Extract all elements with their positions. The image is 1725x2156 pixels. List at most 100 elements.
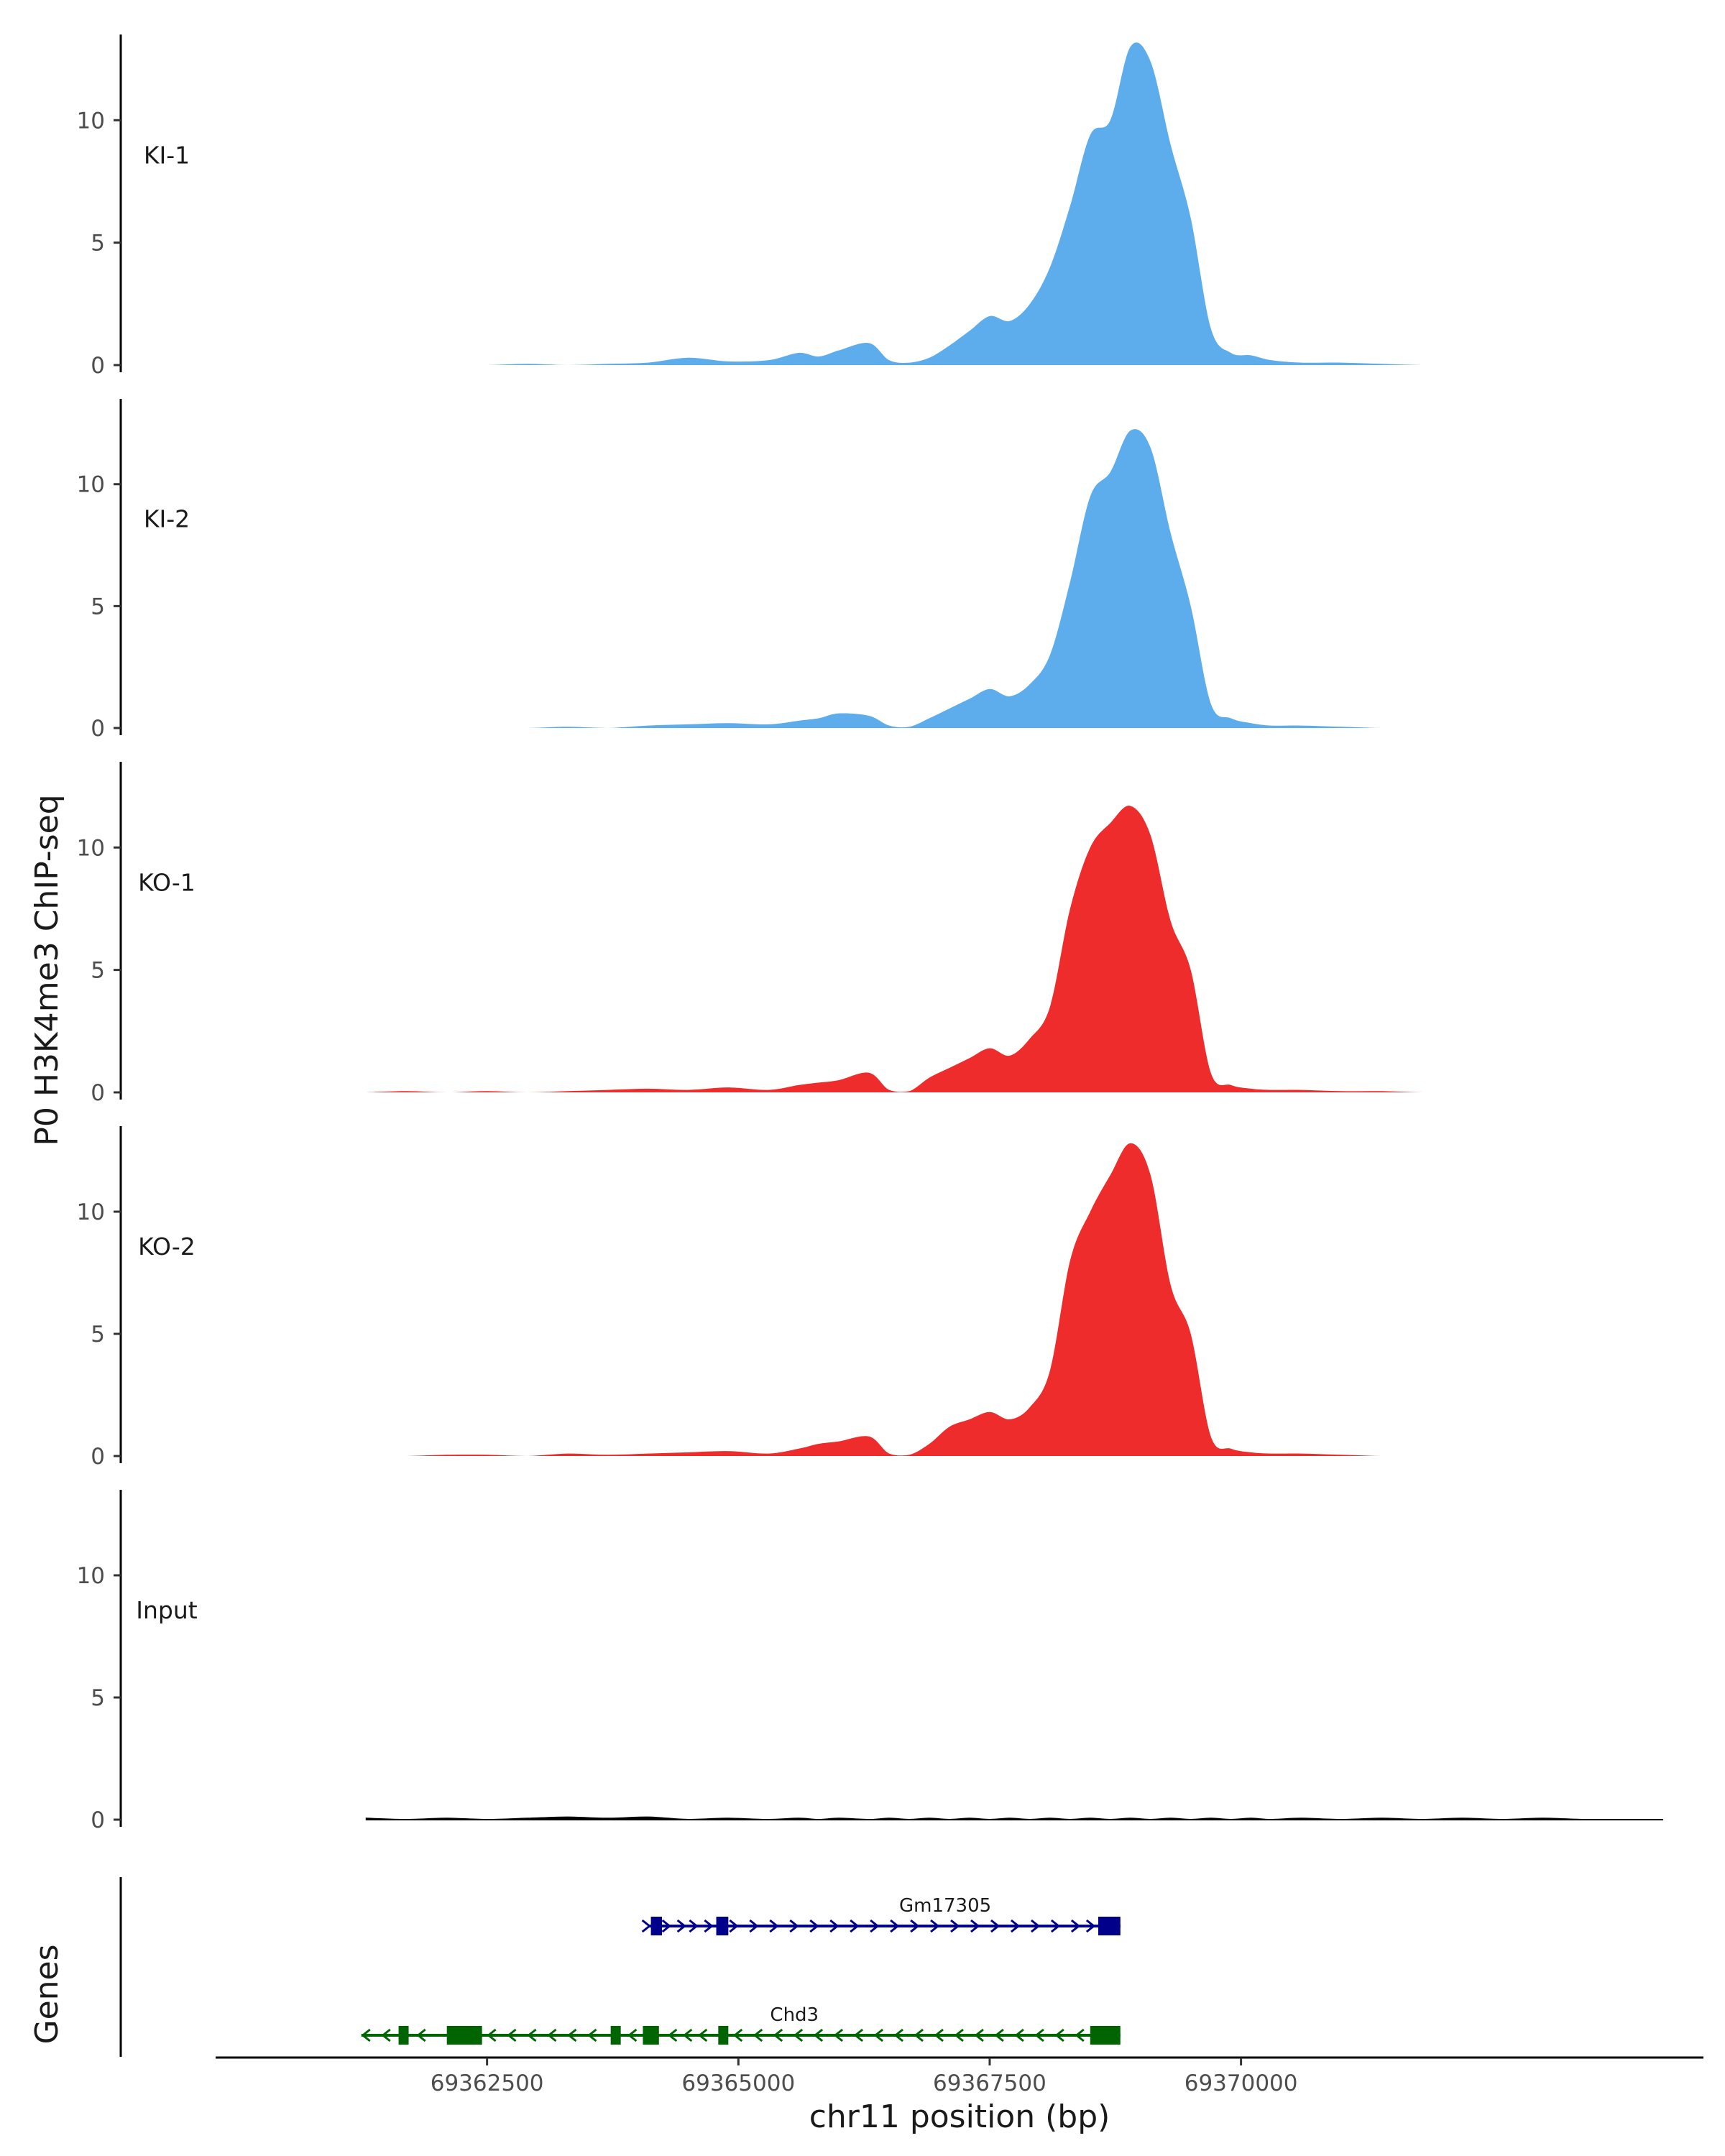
exon — [446, 2026, 482, 2045]
x-tick-label: 69370000 — [1184, 2070, 1298, 2096]
track-label: KO-1 — [138, 868, 196, 896]
y-tick-label: 10 — [77, 835, 105, 861]
strand-arrow — [527, 2028, 537, 2042]
signal-area — [366, 429, 1664, 728]
strand-arrow — [990, 1919, 1000, 1933]
strand-arrow — [930, 1919, 940, 1933]
genes-track-title: Genes — [29, 1944, 65, 2044]
y-tick-label: 5 — [91, 594, 105, 619]
track-label: KO-2 — [138, 1233, 196, 1261]
y-tick-label: 0 — [91, 1080, 105, 1106]
y-tick-label: 0 — [91, 716, 105, 742]
x-axis: chr11 position (bp) 69362500 69365000 6936… — [216, 2056, 1703, 2135]
strand-arrow — [873, 2028, 884, 2042]
strand-arrow — [381, 2028, 391, 2042]
strand-arrow — [641, 1919, 652, 1933]
signal-area — [365, 1816, 1664, 1821]
strand-arrow — [667, 2028, 678, 2042]
y-axis-title: P0 H3K4me3 ChIP-seq — [29, 794, 65, 1146]
strand-arrow — [769, 1919, 779, 1933]
exon — [650, 1917, 662, 1935]
gene-chd3: Chd3 — [361, 2004, 1121, 2045]
strand-arrow — [974, 2028, 984, 2042]
strand-arrow — [729, 1919, 739, 1933]
strand-arrow — [697, 2028, 708, 2042]
strand-arrow — [914, 2028, 924, 2042]
y-tick-label: 5 — [91, 231, 105, 257]
strand-arrow — [934, 2028, 944, 2042]
strand-arrow — [361, 2028, 371, 2042]
strand-arrow — [416, 2028, 426, 2042]
y-tick-label: 10 — [77, 1199, 105, 1225]
strand-arrow — [853, 2028, 864, 2042]
strand-arrow — [829, 1919, 840, 1933]
strand-arrow — [1075, 2028, 1085, 2042]
strand-arrow — [1050, 1919, 1061, 1933]
strand-arrow — [954, 2028, 964, 2042]
strand-arrow — [661, 1919, 671, 1933]
strand-arrow — [833, 2028, 844, 2042]
strand-arrow — [732, 2028, 743, 2042]
strand-arrow — [753, 2028, 763, 2042]
strand-arrow — [749, 1919, 759, 1933]
strand-arrow — [704, 1919, 714, 1933]
strand-arrow — [1030, 1919, 1041, 1933]
strand-arrow — [547, 2028, 557, 2042]
signal-area — [366, 1143, 1664, 1456]
strand-arrow — [950, 1919, 960, 1933]
x-tick-label: 69362500 — [431, 2070, 544, 2096]
strand-arrow — [850, 1919, 860, 1933]
strand-arrow — [682, 2028, 693, 2042]
y-tick-label: 0 — [91, 1807, 105, 1833]
strand-arrow — [627, 2028, 638, 2042]
exon — [643, 2026, 659, 2045]
y-tick-label: 5 — [91, 958, 105, 984]
track-input: 0 5 10 Input — [77, 1490, 1664, 1833]
strand-arrow — [1034, 2028, 1044, 2042]
track-label: KI-2 — [144, 505, 190, 533]
strand-arrow — [893, 2028, 904, 2042]
track-ki-2: 0 5 10 KI-2 — [77, 399, 1664, 742]
track-label: KI-1 — [144, 141, 190, 169]
strand-arrow — [994, 2028, 1004, 2042]
strand-arrow — [870, 1919, 880, 1933]
strand-arrow — [507, 2028, 517, 2042]
gene-gm17305: Gm17305 — [641, 1895, 1121, 1935]
strand-arrow — [587, 2028, 597, 2042]
exon — [1090, 2026, 1121, 2045]
track-label: Input — [136, 1596, 198, 1624]
strand-arrow — [1085, 1919, 1096, 1933]
strand-arrow — [676, 1919, 686, 1933]
strand-arrow — [1054, 2028, 1064, 2042]
strand-arrow — [910, 1919, 920, 1933]
exon — [1098, 1917, 1121, 1935]
strand-arrow — [1010, 1919, 1021, 1933]
track-ko-2: 0 5 10 KO-2 — [77, 1126, 1664, 1470]
x-tick-label: 69365000 — [681, 2070, 795, 2096]
x-axis-title: chr11 position (bp) — [809, 2099, 1110, 2135]
exon — [718, 2026, 729, 2045]
strand-arrow — [813, 2028, 824, 2042]
strand-arrow — [487, 2028, 497, 2042]
strand-arrow — [809, 1919, 819, 1933]
exon — [398, 2026, 409, 2045]
y-tick-label: 0 — [91, 353, 105, 379]
signal-area — [366, 42, 1664, 365]
strand-arrow — [1070, 1919, 1081, 1933]
strand-arrow — [689, 1919, 699, 1933]
strand-arrow — [793, 2028, 804, 2042]
x-tick-label: 69367500 — [933, 2070, 1046, 2096]
strand-arrow — [890, 1919, 900, 1933]
y-tick-label: 10 — [77, 1563, 105, 1589]
strand-arrow — [789, 1919, 799, 1933]
track-ko-1: 0 5 10 KO-1 — [77, 762, 1664, 1106]
y-tick-label: 0 — [91, 1444, 105, 1470]
strand-arrow — [567, 2028, 577, 2042]
track-ki-1: 0 5 10 KI-1 — [77, 34, 1664, 379]
strand-arrow — [773, 2028, 783, 2042]
exon — [716, 1917, 729, 1935]
tracks: 0 5 10 KI-1 0 5 10 KI-2 0 5 10 KO-1 0 5 10 KO-2 0 5 10 Inpu… — [77, 34, 1664, 1833]
genes-track: Genes Gm17305 Chd3 — [29, 1877, 1121, 2057]
exon — [610, 2026, 621, 2045]
